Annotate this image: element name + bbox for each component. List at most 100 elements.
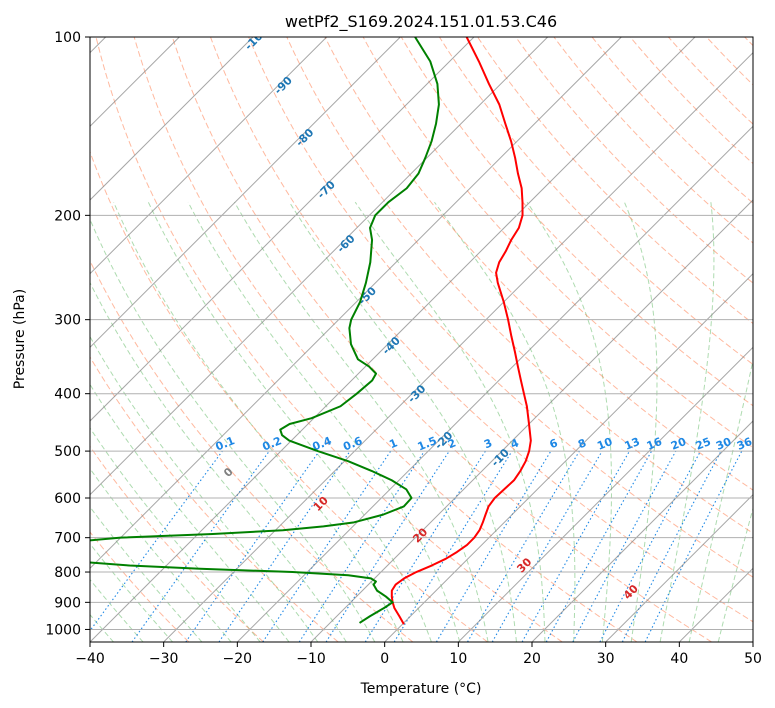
mixing-ratio-lines <box>90 450 743 642</box>
y-tick-label: 300 <box>54 313 81 329</box>
isotherm-line <box>605 493 753 642</box>
mixing-ratio-line <box>218 450 351 642</box>
mixing-ratio-label: 16 <box>645 435 664 453</box>
isotherm-line <box>90 37 254 201</box>
y-tick-label: 100 <box>54 30 81 46</box>
isotherm-line <box>90 37 549 496</box>
mixing-ratio-line <box>572 450 677 642</box>
dry-adiabat-line <box>90 531 190 642</box>
dry-adiabat-line <box>133 37 638 642</box>
dry-adiabat-line <box>553 37 753 244</box>
isotherm-line <box>531 420 753 642</box>
dry-adiabat-line <box>324 37 753 491</box>
isotherm-line <box>90 37 328 275</box>
mixing-ratio-line <box>393 450 513 642</box>
dry-adiabat-line <box>515 37 753 284</box>
isotherm-line <box>90 37 696 642</box>
dry-adiabats <box>90 37 753 642</box>
mixing-ratio-label: 20 <box>669 435 688 453</box>
moist-adiabat-line <box>147 201 432 642</box>
dry-adiabat-line <box>90 356 339 642</box>
x-tick-label: −10 <box>296 651 326 667</box>
x-tick-label: 0 <box>380 651 389 667</box>
y-tick-label: 800 <box>54 565 81 581</box>
dry-adiabat-line <box>210 37 753 623</box>
y-tick-label: 200 <box>54 208 81 224</box>
moist-adiabat-line <box>187 201 461 642</box>
pressure-gridlines <box>90 37 753 630</box>
plot-frame <box>89 36 754 643</box>
isotherm-line <box>90 37 401 349</box>
isotherm-line <box>90 37 622 570</box>
moist-adiabat-line <box>90 335 319 642</box>
mixing-ratio-line <box>325 450 450 642</box>
y-tick-label: 900 <box>54 595 81 611</box>
moist-adiabat-line <box>90 506 203 642</box>
moist-adiabat-line <box>90 383 290 642</box>
x-tick-label: 20 <box>523 651 541 667</box>
dry-adiabat-line <box>90 150 488 642</box>
moist-adiabat-line <box>234 201 489 642</box>
moist-adiabat-line <box>688 357 753 642</box>
mixing-ratio-label: 36 <box>735 435 754 453</box>
x-tick-label: −20 <box>223 651 253 667</box>
mixing-ratio-line <box>491 450 603 642</box>
moist-adiabat-line <box>90 218 376 642</box>
dewpoint-line <box>90 37 440 624</box>
isotherm-line <box>163 51 753 642</box>
mixing-ratio-label: 3 <box>482 436 494 451</box>
moist-adiabat-line <box>90 281 347 642</box>
dry-adiabat-line <box>248 37 753 578</box>
isotherms <box>90 37 753 642</box>
isotherm-line <box>384 272 753 642</box>
isotherm-line <box>457 346 753 642</box>
moist-adiabat-line <box>659 202 715 642</box>
isotherm-line <box>310 199 753 642</box>
mixing-ratio-label: 13 <box>623 435 642 453</box>
x-tick-label: −30 <box>149 651 179 667</box>
moist-adiabat-line <box>90 427 261 642</box>
mixing-ratio-line <box>467 450 580 642</box>
x-axis: −40 −30 −20 −10 0 10 20 30 40 50 <box>75 642 762 667</box>
isotherm-line <box>236 125 753 642</box>
y-tick-label: 600 <box>54 491 81 507</box>
y-tick-label: 700 <box>54 531 81 547</box>
x-tick-label: 30 <box>597 651 615 667</box>
dry-adiabat-line <box>95 37 563 642</box>
moist-adiabat-line <box>90 543 173 642</box>
x-tick-label: 10 <box>449 651 467 667</box>
moist-adiabat-line <box>623 201 658 642</box>
mixing-ratio-label: 1 <box>387 436 399 451</box>
moist-adiabat-line <box>354 201 546 642</box>
y-tick-label: 500 <box>54 444 81 460</box>
mixing-ratio-label: 2 <box>446 436 458 451</box>
y-axis-label: Pressure (hPa) <box>12 289 28 389</box>
dry-adiabat-line <box>629 37 753 165</box>
x-tick-label: −40 <box>75 651 105 667</box>
mixing-ratio-line <box>185 450 320 642</box>
y-axis: 1000 900 800 700 600 500 400 300 200 100 <box>45 30 90 638</box>
y-tick-label: 400 <box>54 387 81 403</box>
mixing-ratio-label: 10 <box>595 435 614 453</box>
moist-adiabat-line <box>526 201 613 642</box>
chart-title: wetPf2_S169.2024.151.01.53.C46 <box>285 12 557 32</box>
mixing-ratio-line <box>521 450 630 642</box>
moist-adiabat-line <box>90 467 232 642</box>
x-tick-label: 40 <box>670 651 688 667</box>
dry-adiabat-line <box>477 37 753 325</box>
mixing-ratio-label: 8 <box>576 436 588 451</box>
x-axis-label: Temperature (°C) <box>360 681 482 697</box>
mixing-ratio-label: 30 <box>714 435 733 453</box>
mixing-ratio-line <box>435 450 552 642</box>
temperature-line <box>390 37 532 625</box>
moist-adiabat-line <box>113 201 404 642</box>
y-tick-label: 1000 <box>45 622 81 638</box>
dry-adiabat-line <box>439 37 753 366</box>
dry-adiabat-line <box>400 37 753 407</box>
plot-area: -100-90-80-70-60-50-40-30-20-10010203040… <box>90 37 754 642</box>
mixing-ratio-line <box>364 450 486 642</box>
mixing-ratio-line <box>131 450 270 642</box>
dry-adiabat-line <box>90 259 414 642</box>
